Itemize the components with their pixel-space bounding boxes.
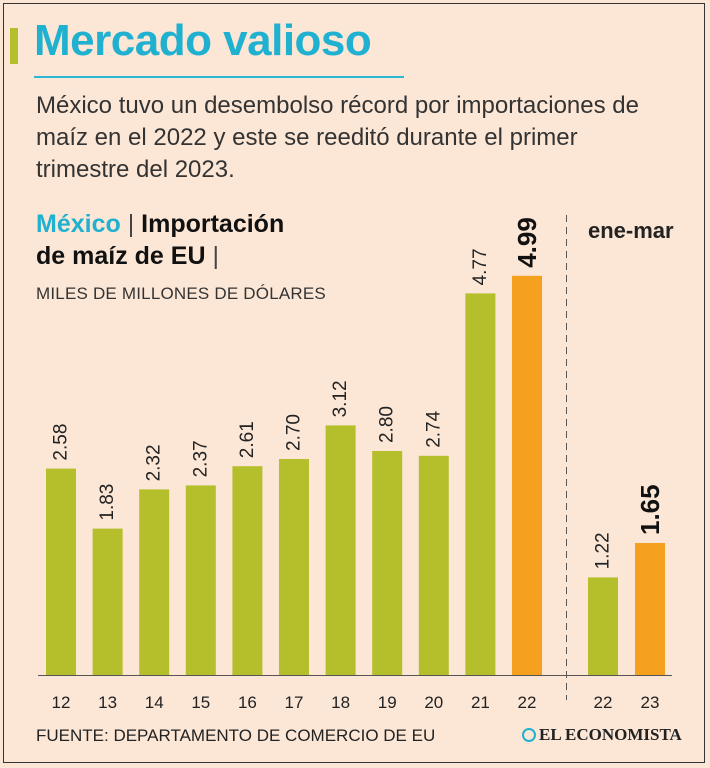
bar-20 xyxy=(418,455,449,675)
bar-q1-22 xyxy=(588,577,618,675)
value-label-19: 2.80 xyxy=(377,406,398,443)
header-topic-line2: de maíz de EU xyxy=(36,242,206,270)
bar-19 xyxy=(372,451,403,675)
tick-label-18: 18 xyxy=(331,693,350,712)
bar-16 xyxy=(232,466,263,675)
tick-q1-label-23: 23 xyxy=(641,693,660,712)
value-label-22: 4.99 xyxy=(512,217,542,268)
source-note: FUENTE: DEPARTAMENTO DE COMERCIO DE EU xyxy=(36,726,436,745)
value-label-14: 2.32 xyxy=(144,444,165,481)
bar-15 xyxy=(185,485,216,675)
tick-label-16: 16 xyxy=(238,693,257,712)
chart-title: Mercado valioso xyxy=(34,16,372,65)
chart-header: México | Importación de maíz de EU | xyxy=(36,208,284,272)
header-topic-line1: Importación xyxy=(141,210,285,238)
value-label-20: 2.74 xyxy=(423,410,444,447)
tick-label-17: 17 xyxy=(285,693,304,712)
bar-12 xyxy=(46,468,76,675)
header-separator: | xyxy=(120,210,142,238)
value-label-15: 2.37 xyxy=(190,440,211,477)
header-separator-2: | xyxy=(205,242,219,270)
value-label-16: 2.61 xyxy=(237,421,258,458)
tick-label-14: 14 xyxy=(145,693,164,712)
value-label-q1-23: 1.65 xyxy=(635,484,665,535)
tick-label-22: 22 xyxy=(518,693,537,712)
tick-label-12: 12 xyxy=(52,693,71,712)
bar-13 xyxy=(92,528,123,675)
bar-22 xyxy=(512,275,542,675)
bar-21 xyxy=(465,293,496,675)
value-label-13: 1.83 xyxy=(97,484,118,521)
bar-q1-23 xyxy=(635,543,665,675)
value-label-17: 2.70 xyxy=(284,414,305,451)
tick-label-13: 13 xyxy=(98,693,117,712)
bar-14 xyxy=(139,489,170,675)
tick-label-21: 21 xyxy=(471,693,490,712)
bar-17 xyxy=(279,459,309,675)
value-label-21: 4.77 xyxy=(470,248,491,285)
tick-q1-label-22: 22 xyxy=(594,693,613,712)
title-accent-bar xyxy=(10,28,18,64)
unit-label: MILES DE MILLONES DE DÓLARES xyxy=(36,284,326,303)
period-label: ene-mar xyxy=(588,218,674,243)
bar-18 xyxy=(325,425,356,675)
header-country: México xyxy=(36,210,121,238)
value-label-12: 2.58 xyxy=(51,424,72,461)
tick-label-20: 20 xyxy=(424,693,443,712)
publisher-logo: EL ECONOMISTA xyxy=(522,725,682,745)
publisher-logo-icon xyxy=(522,728,536,742)
tick-label-15: 15 xyxy=(191,693,210,712)
title-underline xyxy=(34,76,404,78)
value-label-q1-22: 1.22 xyxy=(593,532,614,569)
value-label-18: 3.12 xyxy=(330,380,351,417)
publisher-name: EL ECONOMISTA xyxy=(539,725,682,744)
chart-subtitle: México tuvo un desembolso récord por imp… xyxy=(36,92,639,183)
tick-label-19: 19 xyxy=(378,693,397,712)
